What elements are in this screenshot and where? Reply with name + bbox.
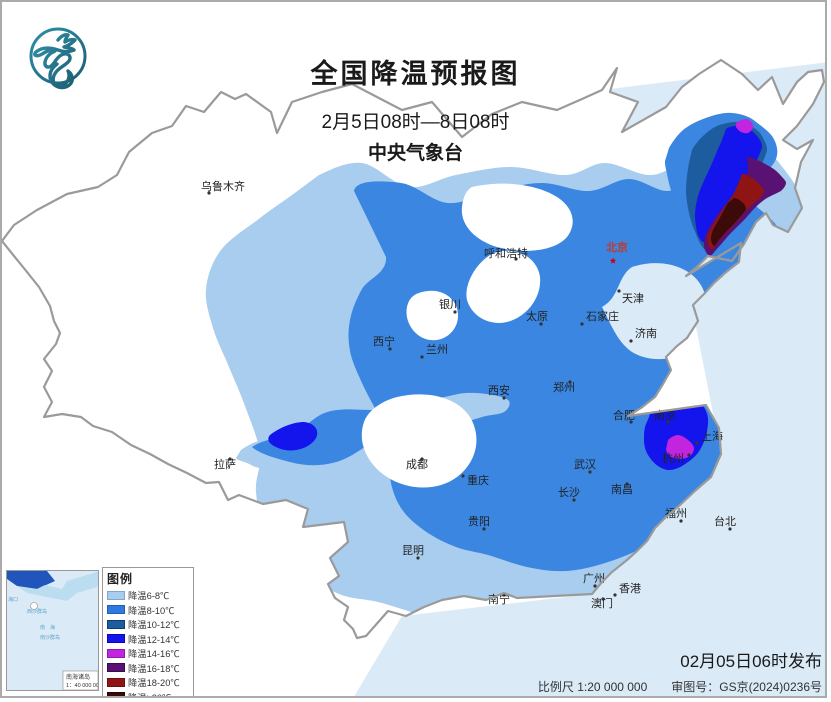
svg-text:郑州: 郑州 — [553, 380, 575, 394]
svg-text:天津: 天津 — [622, 292, 644, 305]
svg-text:北京: 北京 — [606, 240, 628, 254]
svg-text:成都: 成都 — [406, 458, 428, 471]
svg-text:济南: 济南 — [635, 326, 657, 340]
svg-text:乌鲁木齐: 乌鲁木齐 — [201, 179, 245, 193]
svg-text:重庆: 重庆 — [467, 473, 489, 487]
svg-text:台北: 台北 — [714, 514, 736, 528]
svg-text:太原: 太原 — [526, 310, 548, 323]
svg-text:呼和浩特: 呼和浩特 — [484, 246, 528, 260]
svg-text:昆明: 昆明 — [402, 544, 424, 557]
svg-text:贵阳: 贵阳 — [468, 515, 490, 528]
svg-text:拉萨: 拉萨 — [214, 457, 236, 471]
svg-text:武汉: 武汉 — [574, 458, 596, 471]
svg-text:长沙: 长沙 — [558, 486, 580, 499]
svg-text:南昌: 南昌 — [611, 483, 633, 496]
svg-text:银川: 银川 — [439, 297, 461, 311]
svg-text:杭州: 杭州 — [662, 451, 684, 465]
svg-text:石家庄: 石家庄 — [586, 309, 619, 323]
svg-text:西安: 西安 — [488, 383, 510, 397]
svg-text:西宁: 西宁 — [373, 334, 395, 348]
svg-text:兰州: 兰州 — [426, 343, 448, 356]
svg-text:澳门: 澳门 — [591, 596, 613, 610]
svg-text:香港: 香港 — [619, 582, 641, 595]
